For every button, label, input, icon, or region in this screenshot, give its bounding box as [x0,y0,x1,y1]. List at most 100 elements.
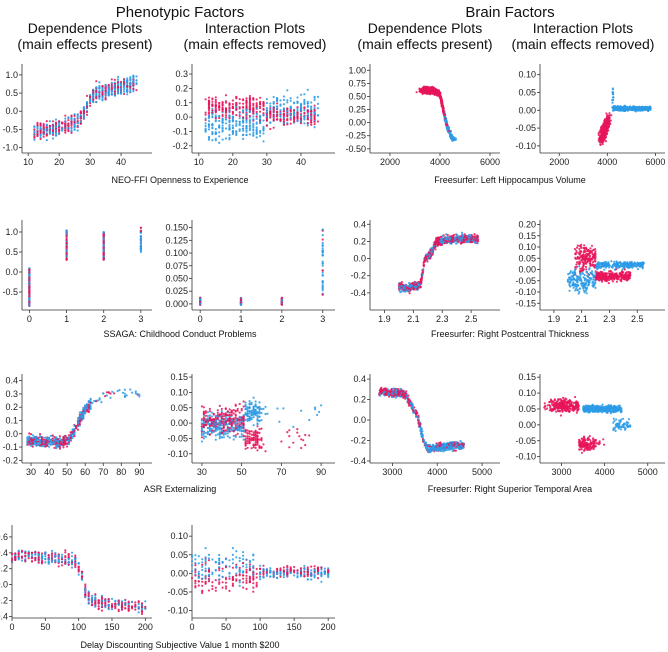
y-tick-label: 1.00 [348,65,366,75]
scatter-point [272,573,275,576]
brain-dependence-title-line2: (main effects present) [357,36,493,52]
scatter-point [30,560,34,563]
scatter-point [238,411,241,414]
scatter-point [224,407,227,411]
scatter-point [222,436,225,439]
scatter-point [129,88,132,92]
scatter-point [54,121,58,124]
scatter-point [252,118,255,121]
scatter-point [296,113,299,116]
scatter-point [256,425,259,428]
scatter-point [255,581,258,585]
panel-neo-dep: 10 20 30 40-1.0-0.50.00.51.0 [2,64,152,167]
scatter-point [58,128,61,131]
scatter-point [236,419,239,422]
scatter-point [265,101,268,105]
scatter-point [262,127,265,130]
scatter-point [104,96,107,99]
scatter-point [231,575,234,579]
scatter-point [65,255,68,258]
scatter-point [224,421,227,424]
scatter-point [235,105,238,108]
scatter-point [238,111,241,114]
scatter-point [214,579,217,582]
scatter-point [84,595,87,599]
scatter-point [214,128,217,131]
scatter-point [238,574,241,577]
scatter-point [84,587,87,590]
scatter-point [82,414,85,417]
scatter-point [279,571,282,574]
scatter-point [238,124,241,127]
xlabel-asr: ASR Externalizing [143,484,217,494]
scatter-point [272,126,275,129]
scatter-point [58,442,62,445]
scatter-point [313,117,316,120]
scatter-point [40,556,44,559]
scatter-point [64,551,67,554]
scatter-point [252,126,255,129]
scatter-point [221,129,224,132]
scatter-point [244,435,247,438]
scatter-point [234,422,237,425]
x-tick-label: 50 [62,467,72,477]
scatter-point [306,114,309,117]
scatter-point [113,84,116,87]
scatter-point [214,422,217,425]
brain-header: Brain Factors [465,4,555,21]
scatter-point [244,447,247,450]
scatter-point [238,427,241,430]
y-tick-label: -0.2 [172,141,188,151]
scatter-point [218,435,221,438]
scatter-point [242,133,245,136]
scatter-point [252,577,255,580]
scatter-point [51,129,55,132]
scatter-point [252,582,255,585]
x-tick-label: 80 [116,467,126,477]
scatter-point [216,433,219,436]
scatter-point [222,421,225,424]
scatter-point [254,403,257,406]
scatter-point [224,116,228,119]
scatter-point [246,410,249,413]
scatter-point [28,269,31,272]
scatter-point [76,116,79,119]
scatter-point [296,569,299,572]
scatter-point [228,120,231,123]
scatter-point [28,285,31,288]
scatter-point [101,84,104,88]
scatter-point [252,124,255,127]
x-tick-label: 1 [239,314,244,324]
scatter-point [105,391,108,394]
scatter-point [201,568,204,572]
y-tick-label: 0.4 [5,376,18,386]
scatter-point [210,431,213,434]
scatter-point [304,433,307,437]
scatter-point [269,121,272,124]
scatter-point [221,103,224,106]
scatter-point [76,122,79,125]
scatter-point [62,438,65,441]
scatter-point [208,433,211,436]
scatter-point [204,576,207,579]
x-tick-label: 20 [54,157,64,167]
scatter-point [221,138,224,141]
scatter-point [110,92,113,96]
scatter-point [303,100,306,103]
scatter-point [98,93,101,96]
scatter-point [28,443,31,446]
scatter-point [82,112,85,115]
scatter-point [107,83,110,86]
scatter-point [316,569,320,572]
y-tick-label: 0.05 [170,403,188,413]
scatter-point [255,572,258,576]
scatter-point [224,412,227,415]
scatter-point [252,431,255,434]
scatter-point [44,552,47,555]
scatter-point [210,424,213,427]
scatter-point [135,79,138,82]
scatter-point [254,443,257,446]
scatter-point [57,565,60,568]
scatter-point [321,281,324,284]
